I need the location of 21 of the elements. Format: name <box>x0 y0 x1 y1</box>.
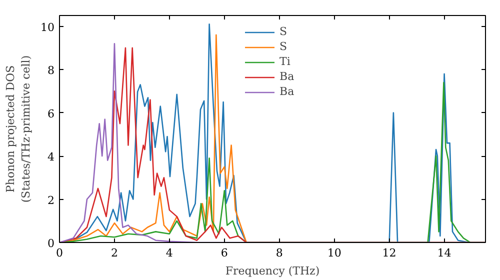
x-tick-label: 2 <box>110 246 118 260</box>
legend-label: S <box>280 25 288 38</box>
legend-label: Ba <box>280 70 296 83</box>
x-tick-label: 0 <box>56 246 63 260</box>
legend-label: Ti <box>280 55 292 68</box>
x-tick-label: 8 <box>276 246 283 260</box>
legend-label: Ba <box>280 85 296 98</box>
y-tick-label: 4 <box>48 150 54 164</box>
x-tick-label: 6 <box>220 246 228 260</box>
y-axis-title: Phonon projected DOS (States/THz·primitive cell) <box>4 55 33 203</box>
legend-label: S <box>280 40 288 53</box>
x-axis-title: Frequency (THz) <box>225 264 320 278</box>
y-tick-label: 10 <box>40 20 55 34</box>
x-tick-label: 14 <box>437 246 452 260</box>
x-tick-label: 12 <box>382 246 396 260</box>
y-tick-label: 8 <box>48 64 54 78</box>
y-tick-label: 2 <box>48 194 54 207</box>
y-tick-label: 0 <box>48 237 54 250</box>
y-tick-label: 6 <box>48 107 54 120</box>
x-tick-label: 4 <box>166 246 173 260</box>
x-tick-label: 10 <box>327 246 342 260</box>
